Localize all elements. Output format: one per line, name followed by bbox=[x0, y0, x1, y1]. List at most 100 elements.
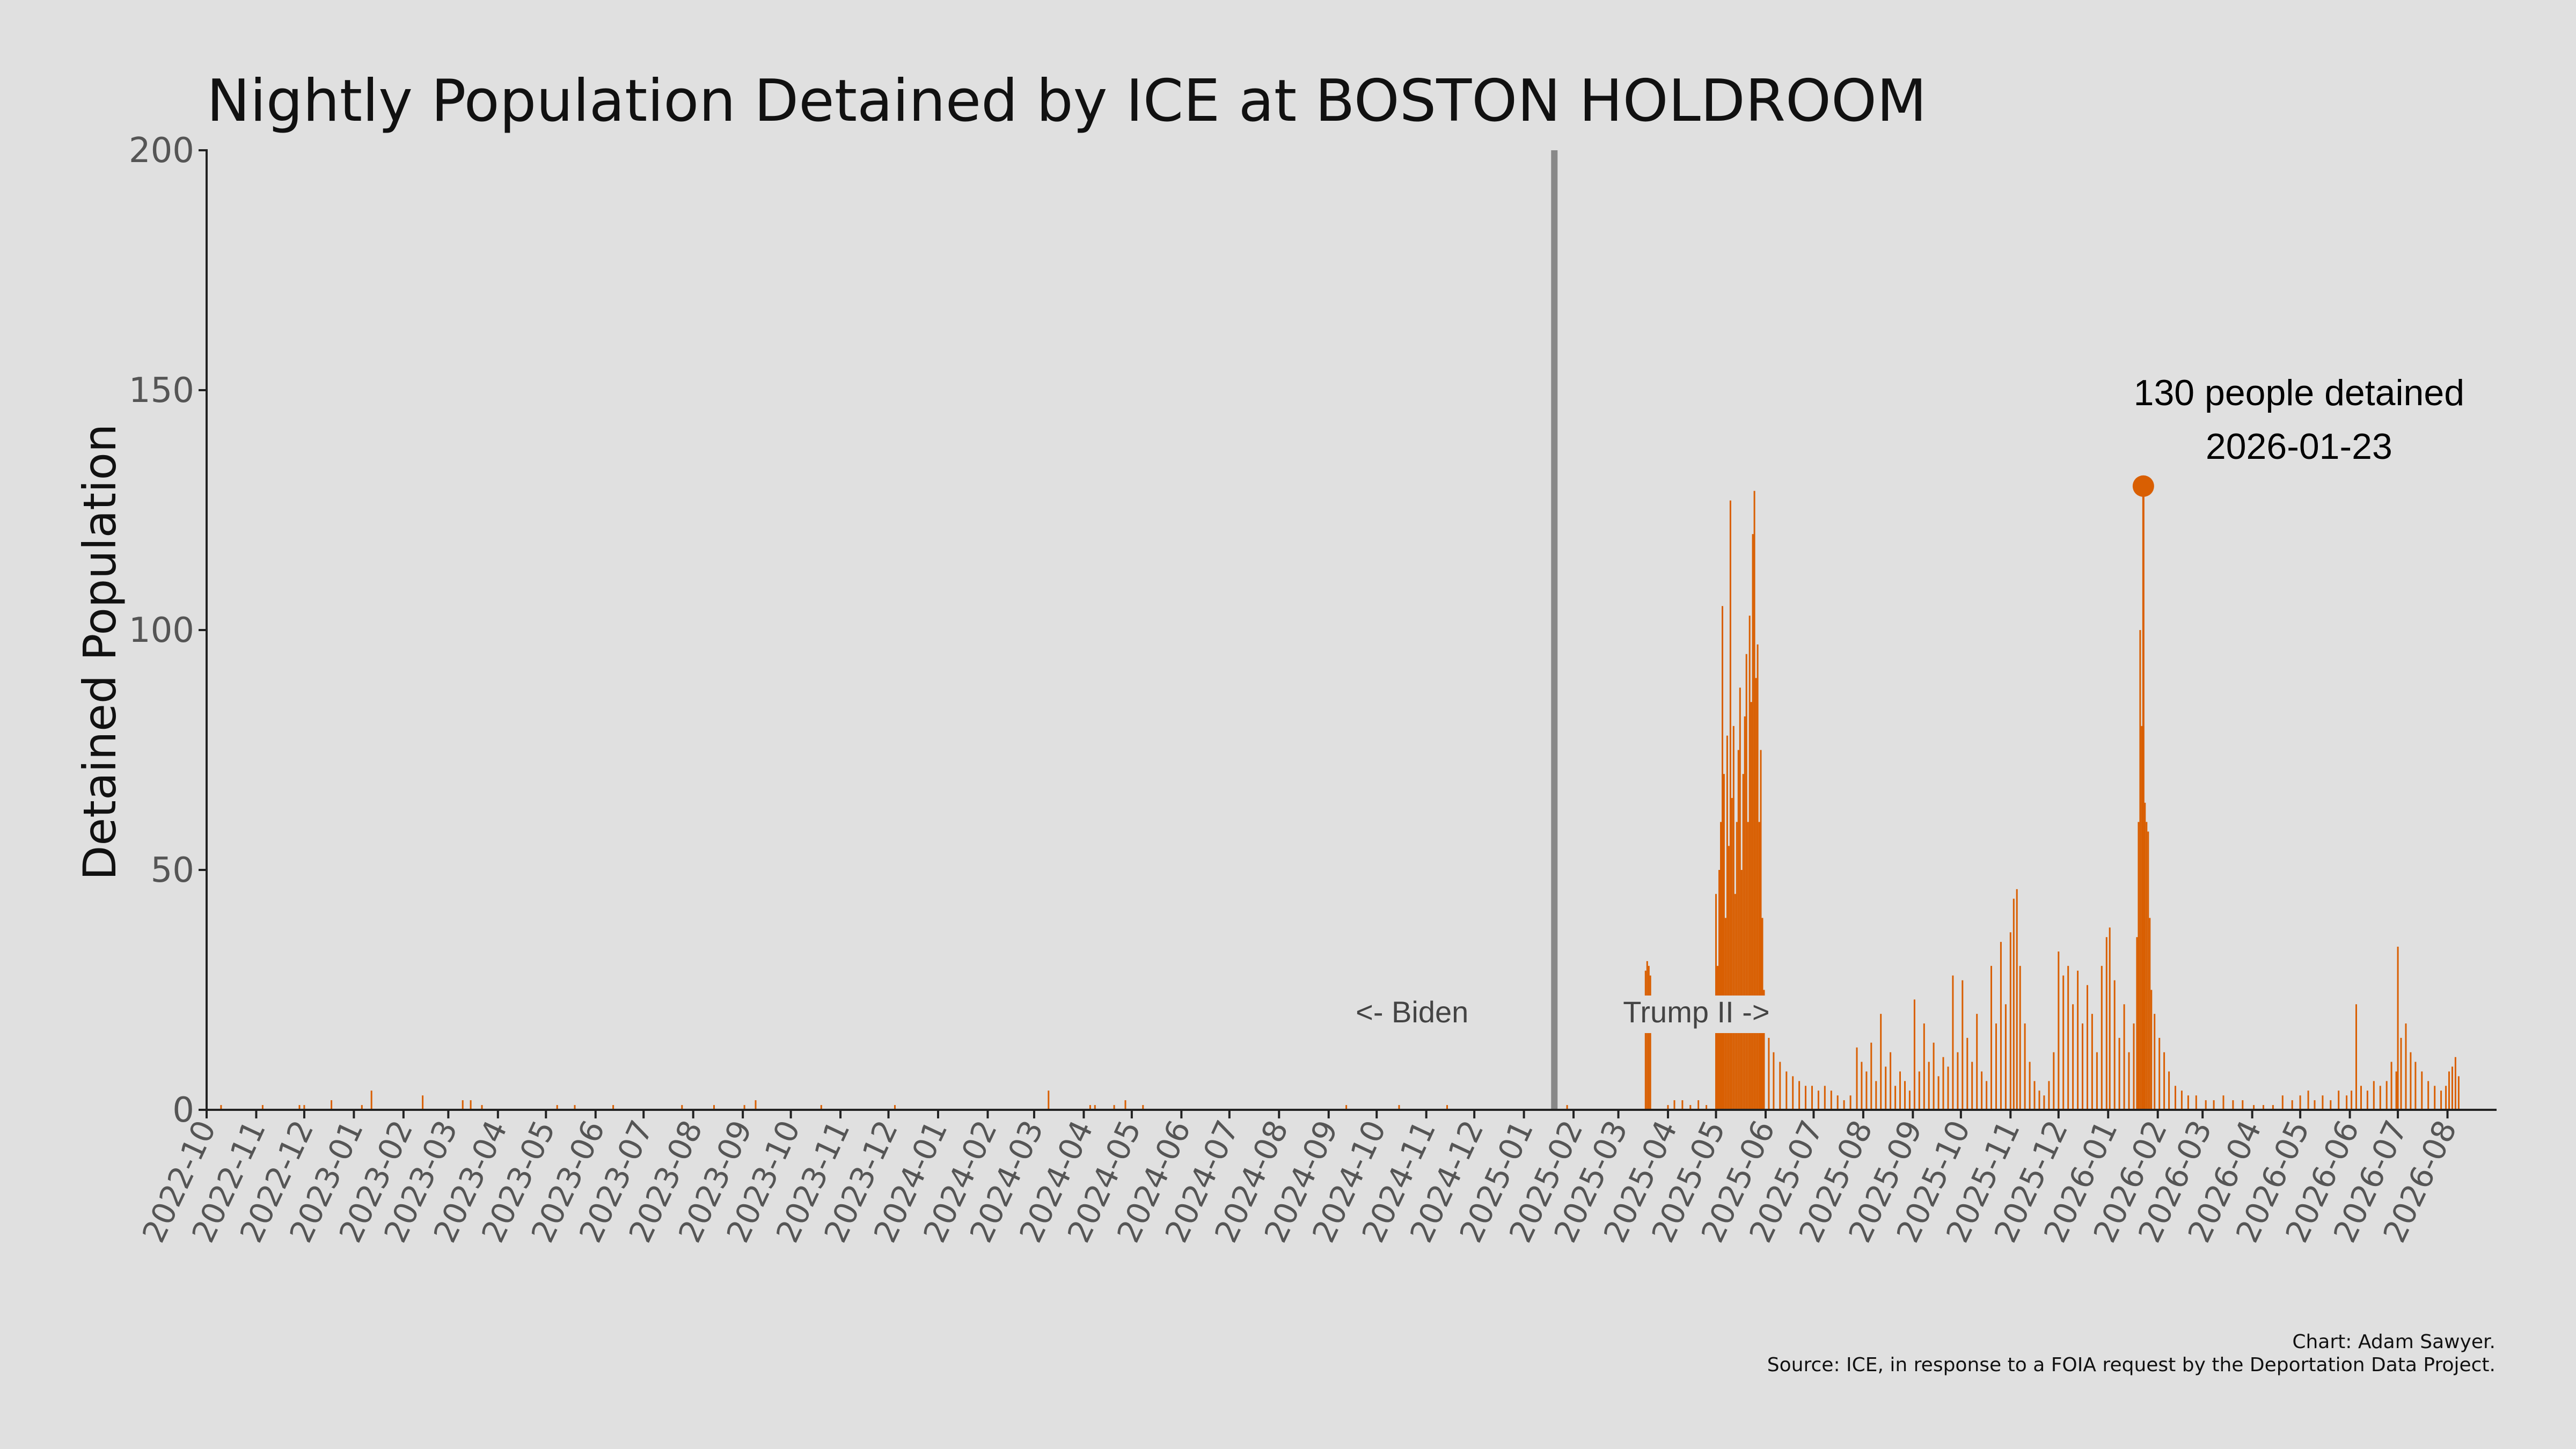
y-tick-label: 200 bbox=[129, 131, 194, 171]
bar bbox=[2366, 1091, 2368, 1110]
bar bbox=[894, 1105, 896, 1110]
bar bbox=[1942, 1057, 1944, 1110]
bar bbox=[1646, 961, 1648, 1110]
bar bbox=[2454, 1057, 2456, 1110]
y-axis-ticks: 0 50 100 150 200 bbox=[129, 131, 207, 1130]
bar bbox=[1736, 822, 1738, 1110]
bar bbox=[2205, 1100, 2207, 1110]
bar bbox=[1937, 1076, 1940, 1110]
bar bbox=[1732, 726, 1735, 1110]
bar bbox=[2330, 1100, 2332, 1110]
bar bbox=[2414, 1062, 2417, 1110]
bar bbox=[1976, 1014, 1978, 1110]
bar bbox=[1928, 1062, 1930, 1110]
bar bbox=[2012, 898, 2015, 1110]
bar bbox=[1689, 1105, 1692, 1110]
bar bbox=[2138, 822, 2140, 1110]
bar bbox=[1681, 1100, 1684, 1110]
bar bbox=[2232, 1100, 2234, 1110]
bar bbox=[1644, 970, 1646, 1110]
bar bbox=[2067, 965, 2069, 1110]
bar bbox=[2338, 1091, 2340, 1110]
bar bbox=[1856, 1047, 1858, 1110]
peak-annotation-line2: 2026-01-23 bbox=[2206, 426, 2392, 467]
bar bbox=[2062, 975, 2065, 1110]
bar bbox=[2123, 1004, 2125, 1110]
bar bbox=[1957, 1052, 1959, 1110]
bar bbox=[2053, 1052, 2055, 1110]
bar bbox=[820, 1105, 822, 1110]
bar bbox=[2314, 1100, 2316, 1110]
bar bbox=[1890, 1052, 1892, 1110]
bar bbox=[2222, 1095, 2224, 1110]
bar bbox=[2272, 1105, 2274, 1110]
bar bbox=[1722, 606, 1723, 1110]
bar bbox=[2299, 1095, 2301, 1110]
bar bbox=[2175, 1086, 2176, 1110]
bar bbox=[2448, 1071, 2450, 1110]
bar bbox=[1947, 1066, 1949, 1110]
bar bbox=[1728, 846, 1730, 1110]
bar bbox=[331, 1100, 333, 1110]
bar bbox=[2113, 980, 2116, 1110]
bar bbox=[2427, 1081, 2429, 1110]
bar bbox=[2405, 1023, 2407, 1110]
bar bbox=[2019, 965, 2021, 1110]
bar bbox=[1913, 999, 1915, 1110]
bar bbox=[2058, 952, 2060, 1110]
bar bbox=[1345, 1105, 1348, 1110]
y-tick-label: 50 bbox=[151, 851, 194, 890]
bar bbox=[1760, 750, 1762, 1110]
bar-series bbox=[220, 486, 2460, 1110]
bar bbox=[1817, 1091, 1819, 1110]
bar bbox=[1748, 616, 1751, 1110]
trump-label-background bbox=[1619, 996, 1775, 1033]
bar bbox=[2163, 1052, 2165, 1110]
bar bbox=[1726, 735, 1728, 1110]
bar bbox=[2434, 1086, 2436, 1110]
bar bbox=[1768, 1037, 1770, 1110]
bar bbox=[2440, 1091, 2442, 1110]
bar bbox=[2136, 937, 2138, 1110]
bar bbox=[1742, 774, 1744, 1110]
bar bbox=[1731, 797, 1733, 1110]
bar bbox=[2242, 1100, 2244, 1110]
bar bbox=[1758, 822, 1760, 1110]
bar bbox=[1875, 1081, 1877, 1110]
bar bbox=[2158, 1037, 2161, 1110]
bar bbox=[2016, 889, 2018, 1110]
bar bbox=[1757, 644, 1759, 1110]
bar bbox=[2410, 1052, 2412, 1110]
bar bbox=[2291, 1100, 2293, 1110]
bar bbox=[2149, 918, 2151, 1110]
bar bbox=[303, 1105, 305, 1110]
bar bbox=[1763, 990, 1765, 1110]
bar bbox=[1870, 1042, 1872, 1110]
bar bbox=[2253, 1105, 2255, 1110]
bar bbox=[2105, 937, 2107, 1110]
bar bbox=[2180, 1091, 2183, 1110]
bar bbox=[2451, 1066, 2453, 1110]
bar bbox=[1981, 1071, 1983, 1110]
bar bbox=[1673, 1100, 1675, 1110]
bar bbox=[1773, 1052, 1775, 1110]
bar bbox=[2038, 1091, 2040, 1110]
trump-label: Trump II -> bbox=[1623, 995, 1769, 1029]
bar bbox=[1918, 1071, 1920, 1110]
bar bbox=[1986, 1081, 1988, 1110]
bar bbox=[2385, 1081, 2388, 1110]
peak-annotation-line1: 130 people detained bbox=[2134, 372, 2464, 413]
bar bbox=[2213, 1100, 2215, 1110]
bar bbox=[2082, 1023, 2083, 1110]
bar bbox=[1990, 965, 1992, 1110]
bar bbox=[1737, 750, 1739, 1110]
bar bbox=[361, 1105, 363, 1110]
bar bbox=[1811, 1086, 1813, 1110]
chart-title: Nightly Population Detained by ICE at BO… bbox=[207, 68, 1927, 135]
bar bbox=[2373, 1081, 2375, 1110]
bar bbox=[1779, 1062, 1781, 1110]
bar bbox=[2109, 927, 2111, 1110]
bar bbox=[1747, 822, 1749, 1110]
bar bbox=[2351, 1091, 2353, 1110]
bar bbox=[2128, 1052, 2130, 1110]
